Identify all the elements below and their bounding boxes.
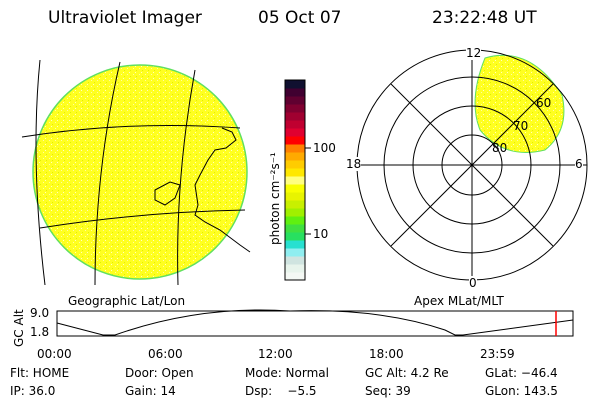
status-field: GLat: −46.4 [485, 366, 558, 380]
colorbar-segment [285, 240, 305, 249]
mlt-18: 18 [346, 157, 362, 171]
status-field: Flt: HOME [10, 366, 70, 380]
colorbar-label: photon cm⁻²s⁻¹ [268, 152, 282, 245]
ytick-1-8: 1.8 [30, 325, 50, 339]
status-field: Mode: Normal [245, 366, 329, 380]
colorbar-segment [285, 104, 305, 113]
colorbar-segment [285, 256, 305, 265]
date-label: 05 Oct 07 [258, 8, 342, 28]
colorbar-segment [285, 120, 305, 129]
xtick-0: 00:00 [37, 347, 72, 361]
colorbar-segment [285, 200, 305, 209]
colorbar-segment [285, 160, 305, 169]
left-caption: Geographic Lat/Lon [68, 294, 186, 308]
colorbar-segment [285, 264, 305, 273]
status-field: GLon: 143.5 [485, 384, 558, 398]
colorbar-tick-10: 10 [313, 227, 329, 241]
xtick-18: 18:00 [369, 347, 404, 361]
colorbar-segment [285, 192, 305, 201]
auroral-oval-image [474, 54, 565, 153]
status-field: IP: 36.0 [10, 384, 56, 398]
status-field: Door: Open [125, 366, 194, 380]
colorbar-segment [285, 272, 305, 281]
polar-plot [356, 49, 588, 281]
instrument-title: Ultraviolet Imager [48, 8, 202, 28]
mlt-0: 0 [469, 276, 477, 290]
colorbar-segment [285, 224, 305, 233]
ytick-9: 9.0 [30, 306, 50, 320]
island [154, 181, 181, 206]
colorbar-ticks [305, 147, 311, 235]
polar-grid [356, 49, 588, 281]
colorbar-segment [285, 96, 305, 105]
colorbar-segment [285, 136, 305, 145]
alt-ylabel: GC Alt [12, 309, 26, 347]
colorbar [284, 79, 306, 281]
xtick-12: 12:00 [258, 347, 293, 361]
colorbar-segment [285, 112, 305, 121]
status-field: Dsp: −5.5 [245, 384, 317, 398]
colorbar-segment [285, 88, 305, 97]
colorbar-segment [285, 80, 305, 89]
xtick-6: 06:00 [148, 347, 183, 361]
altitude-curve [56, 309, 574, 336]
colorbar-segment [285, 248, 305, 257]
colorbar-segment [285, 168, 305, 177]
time-label: 23:22:48 UT [432, 8, 537, 28]
status-field: Gain: 14 [125, 384, 176, 398]
colorbar-segment [285, 144, 305, 153]
mlat-80: 80 [492, 141, 508, 155]
grid-lines [21, 59, 246, 286]
colorbar-segment [285, 184, 305, 193]
right-caption: Apex MLat/MLT [414, 294, 504, 308]
mlt-12: 12 [466, 46, 482, 60]
colorbar-segment [285, 128, 305, 137]
mlat-60: 60 [536, 96, 552, 110]
mlt-6: 6 [575, 157, 583, 171]
xtick-end: 23:59 [480, 347, 515, 361]
status-field: GC Alt: 4.2 Re [365, 366, 449, 380]
colorbar-segment [285, 176, 305, 185]
geographic-image [21, 59, 251, 286]
colorbar-segment [285, 232, 305, 241]
colorbar-tick-100: 100 [313, 141, 336, 155]
earth-disk [32, 64, 248, 280]
status-field: Seq: 39 [365, 384, 411, 398]
coastline [194, 127, 251, 253]
mlat-70: 70 [513, 119, 529, 133]
colorbar-segment [285, 152, 305, 161]
colorbar-segment [285, 208, 305, 217]
colorbar-segment [285, 216, 305, 225]
altitude-plot [56, 309, 574, 337]
